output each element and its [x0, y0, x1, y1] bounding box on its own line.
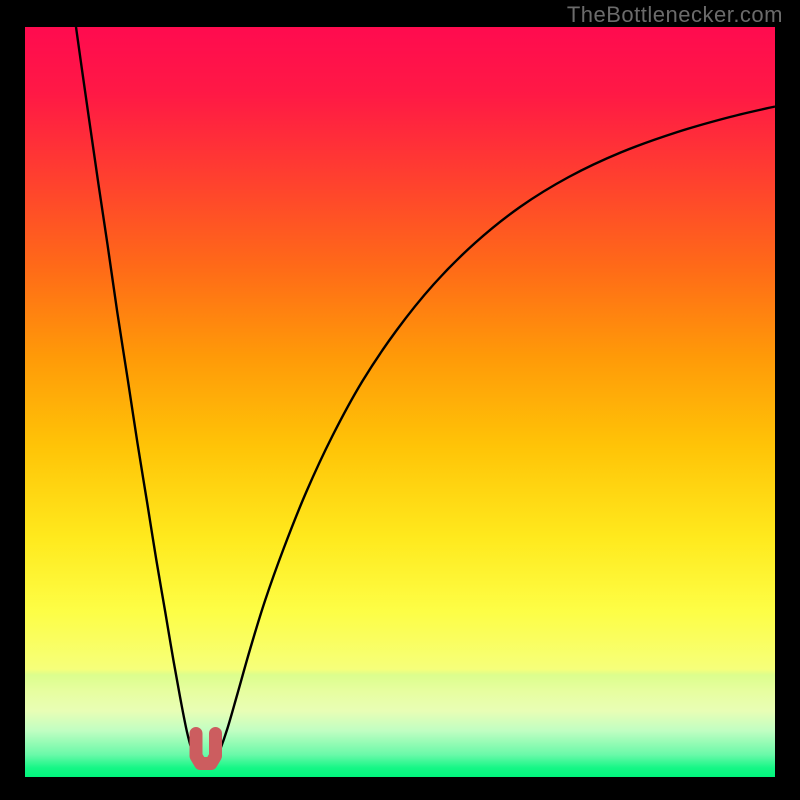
stage: TheBottlenecker.com [0, 0, 800, 800]
plot-background [25, 27, 775, 777]
watermark-text: TheBottlenecker.com [567, 2, 783, 28]
plot-svg [0, 0, 800, 800]
